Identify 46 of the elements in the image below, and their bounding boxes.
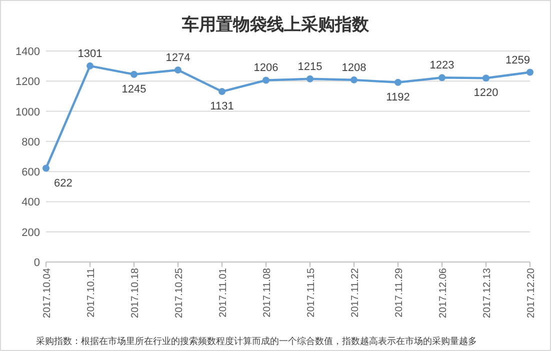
x-tick-label: 2017.11.15 <box>306 268 317 318</box>
point <box>306 75 314 82</box>
y-tick-label: 200 <box>22 226 40 239</box>
point <box>350 76 358 84</box>
data-label: 622 <box>54 177 72 190</box>
y-tick-label: 600 <box>22 166 40 179</box>
x-tick-label: 2017.11.29 <box>394 268 405 318</box>
point <box>218 88 226 96</box>
x-tick-label: 2017.11.01 <box>218 268 229 318</box>
data-label: 1245 <box>122 83 146 96</box>
x-tick-label: 2017.10.18 <box>130 268 141 318</box>
data-label: 1192 <box>386 91 410 104</box>
point <box>394 78 402 86</box>
data-label: 1206 <box>254 62 278 74</box>
x-tick-label: 2017.10.11 <box>86 268 97 318</box>
x-tick-label: 2017.12.20 <box>526 268 537 318</box>
text: 采购指数：根据在市场里所在行业的搜索频数程度计算而成的一个综合数值，指数越高表示在市场的采购量越多 <box>36 336 477 346</box>
point <box>438 74 446 82</box>
x-tick-label: 2017.10.04 <box>42 268 53 318</box>
x-tick-label: 2017.10.25 <box>174 268 185 318</box>
data-label: 1274 <box>166 52 190 64</box>
point <box>130 70 138 78</box>
data-label: 1208 <box>342 62 366 74</box>
x-tick-label: 2017.11.22 <box>350 268 361 318</box>
x-tick-label: 2017.12.06 <box>438 268 449 318</box>
point <box>42 164 50 172</box>
data-label: 1301 <box>78 48 102 60</box>
data-label: 1131 <box>210 100 234 113</box>
data-label: 1259 <box>506 54 530 66</box>
data-label: 1220 <box>474 87 498 100</box>
point <box>174 66 182 74</box>
y-tick-label: 400 <box>22 196 40 209</box>
y-tick-label: 800 <box>22 136 40 148</box>
y-tick-label: 0 <box>34 257 40 269</box>
point <box>262 76 270 84</box>
y-tick-label: 1200 <box>16 76 40 88</box>
data-label: 1215 <box>298 60 322 73</box>
y-tick-label: 1000 <box>16 106 40 118</box>
y-tick-label: 1400 <box>16 46 40 58</box>
x-tick-label: 2017.12.13 <box>482 268 493 318</box>
data-label: 1223 <box>430 60 454 72</box>
point <box>482 74 490 82</box>
x-tick-label: 2017.11.08 <box>262 268 273 318</box>
point <box>86 62 94 70</box>
point <box>526 68 534 76</box>
chart-title: 车用置物袋线上采购指数 <box>181 15 370 34</box>
